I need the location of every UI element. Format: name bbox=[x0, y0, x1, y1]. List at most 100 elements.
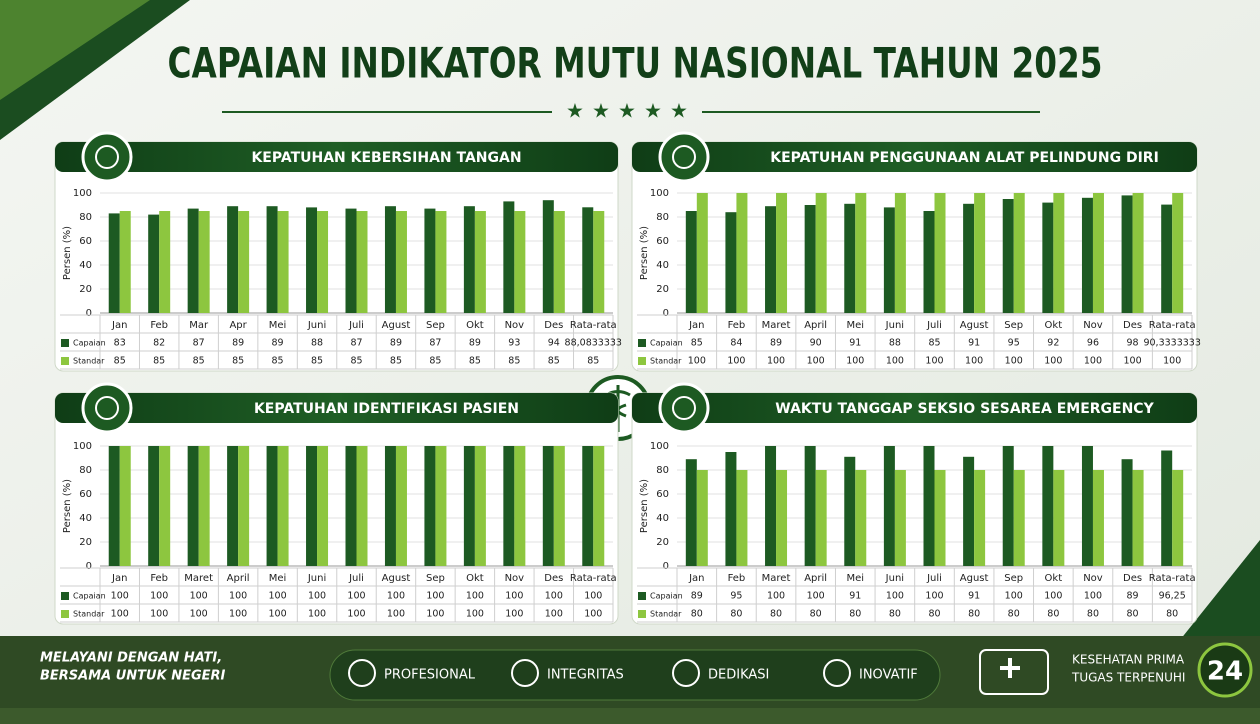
svg-text:★: ★ bbox=[592, 99, 610, 123]
table-value: 100 bbox=[767, 591, 785, 602]
bar bbox=[266, 206, 278, 313]
motto: MELAYANI DENGAN HATI, bbox=[40, 651, 222, 666]
table-value: 100 bbox=[545, 591, 563, 602]
x-tick-label: Maret bbox=[184, 573, 213, 584]
y-tick-label: 60 bbox=[79, 489, 92, 500]
table-value: 80 bbox=[1008, 609, 1020, 620]
bar bbox=[306, 207, 318, 313]
bar bbox=[503, 201, 515, 313]
table-value: 85 bbox=[311, 356, 323, 367]
bar bbox=[553, 446, 565, 566]
table-value: 100 bbox=[1044, 591, 1062, 602]
bar bbox=[503, 446, 515, 566]
bar bbox=[844, 456, 856, 566]
bar bbox=[119, 211, 131, 313]
x-tick-label: Jan bbox=[688, 320, 704, 331]
panel-header bbox=[55, 142, 618, 172]
panel-title: KEPATUHAN IDENTIFIKASI PASIEN bbox=[254, 401, 519, 417]
stars: ★ ★ ★ ★ ★ bbox=[566, 99, 688, 123]
panel-icon-inner bbox=[672, 145, 696, 169]
y-tick-label: 40 bbox=[656, 513, 669, 524]
table-value: 85 bbox=[548, 356, 560, 367]
bar bbox=[593, 446, 605, 566]
panel-header bbox=[55, 393, 618, 423]
bar bbox=[356, 446, 368, 566]
y-tick-label: 60 bbox=[656, 489, 669, 500]
bar bbox=[1053, 193, 1065, 313]
x-tick-label: Feb bbox=[150, 320, 168, 331]
table-value: 100 bbox=[767, 356, 785, 367]
table-value: 80 bbox=[968, 609, 980, 620]
table-value: 82 bbox=[153, 338, 165, 349]
bar bbox=[1081, 197, 1093, 313]
x-tick-label: Agust bbox=[960, 320, 989, 331]
legend-label: Standar bbox=[650, 610, 682, 619]
bar bbox=[317, 446, 329, 566]
bar bbox=[736, 470, 748, 566]
x-tick-label: Agust bbox=[382, 573, 411, 584]
bar bbox=[765, 446, 777, 566]
bar bbox=[1002, 199, 1014, 313]
table-value: 100 bbox=[426, 609, 444, 620]
panel-title: WAKTU TANGGAP SEKSIO SESAREA EMERGENCY bbox=[775, 401, 1154, 417]
table-value: 85 bbox=[232, 356, 244, 367]
bar bbox=[108, 213, 120, 313]
table-value: 89 bbox=[390, 338, 402, 349]
bar bbox=[514, 211, 526, 313]
bar bbox=[553, 211, 565, 313]
bar bbox=[934, 193, 946, 313]
bar bbox=[725, 212, 737, 313]
x-tick-label: Nov bbox=[1083, 573, 1103, 584]
bar bbox=[345, 208, 357, 313]
corner-decoration bbox=[1180, 540, 1260, 640]
y-tick-label: 20 bbox=[79, 537, 92, 548]
bar bbox=[435, 446, 447, 566]
bar bbox=[424, 446, 436, 566]
table-value: 100 bbox=[111, 591, 129, 602]
table-value: 100 bbox=[1084, 356, 1102, 367]
legend-label: Capaian bbox=[73, 592, 106, 601]
x-tick-label: Okt bbox=[1045, 320, 1063, 331]
panel-icon bbox=[658, 382, 710, 434]
table-value: 100 bbox=[1124, 356, 1142, 367]
bar bbox=[582, 446, 594, 566]
x-tick-label: Juni bbox=[307, 320, 326, 331]
bar bbox=[582, 207, 594, 313]
bar bbox=[923, 446, 935, 566]
x-tick-label: Juli bbox=[926, 320, 942, 331]
tagline: TUGAS TERPENUHI bbox=[1071, 671, 1185, 685]
x-tick-label: Maret bbox=[762, 320, 791, 331]
table-value: 94 bbox=[548, 338, 560, 349]
table-value: 80 bbox=[810, 609, 822, 620]
y-axis-label: Persen (%) bbox=[62, 226, 73, 280]
table-value: 85 bbox=[193, 356, 205, 367]
bar bbox=[306, 446, 318, 566]
bar bbox=[1172, 193, 1184, 313]
panel-icon-inner bbox=[95, 396, 119, 420]
table-value: 87 bbox=[350, 338, 362, 349]
table-value: 100 bbox=[1044, 356, 1062, 367]
table-value: 80 bbox=[730, 609, 742, 620]
bar bbox=[514, 446, 526, 566]
y-tick-label: 20 bbox=[656, 284, 669, 295]
value-icon bbox=[348, 659, 376, 687]
x-tick-label: Okt bbox=[1045, 573, 1063, 584]
x-tick-label: Des bbox=[1123, 320, 1142, 331]
legend-label: Standar bbox=[650, 357, 682, 366]
table-value: 100 bbox=[269, 609, 287, 620]
bar bbox=[685, 459, 697, 566]
table-value: 80 bbox=[1047, 609, 1059, 620]
bar bbox=[542, 200, 554, 313]
table-value: 91 bbox=[968, 338, 980, 349]
x-tick-label: Feb bbox=[728, 320, 746, 331]
legend-label: Standar bbox=[73, 610, 105, 619]
x-tick-label: Apr bbox=[229, 320, 247, 331]
table-value: 100 bbox=[846, 356, 864, 367]
ambulance-icon bbox=[1000, 658, 1020, 678]
bar bbox=[159, 446, 171, 566]
bar bbox=[883, 446, 895, 566]
table-value: 100 bbox=[584, 609, 602, 620]
table-value: 96,25 bbox=[1159, 591, 1186, 602]
bar bbox=[227, 446, 239, 566]
table-value: 85 bbox=[390, 356, 402, 367]
